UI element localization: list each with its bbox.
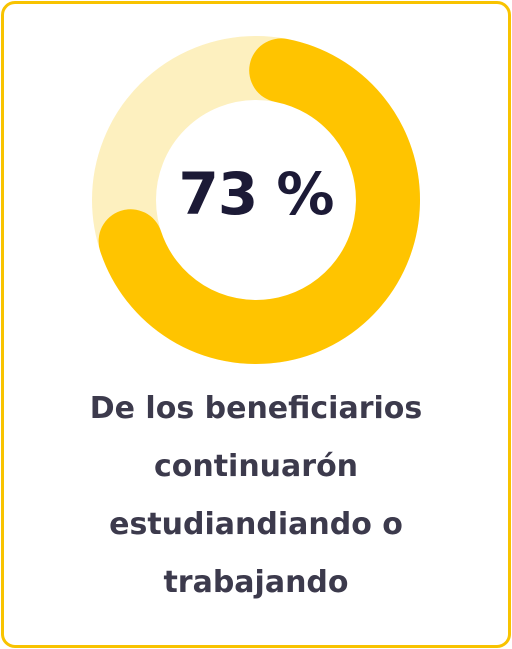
percent-value: 73 % — [178, 160, 334, 228]
stat-caption: De los beneficiarios continuarón estudia… — [89, 391, 423, 600]
donut-progress-arc — [98, 38, 420, 364]
